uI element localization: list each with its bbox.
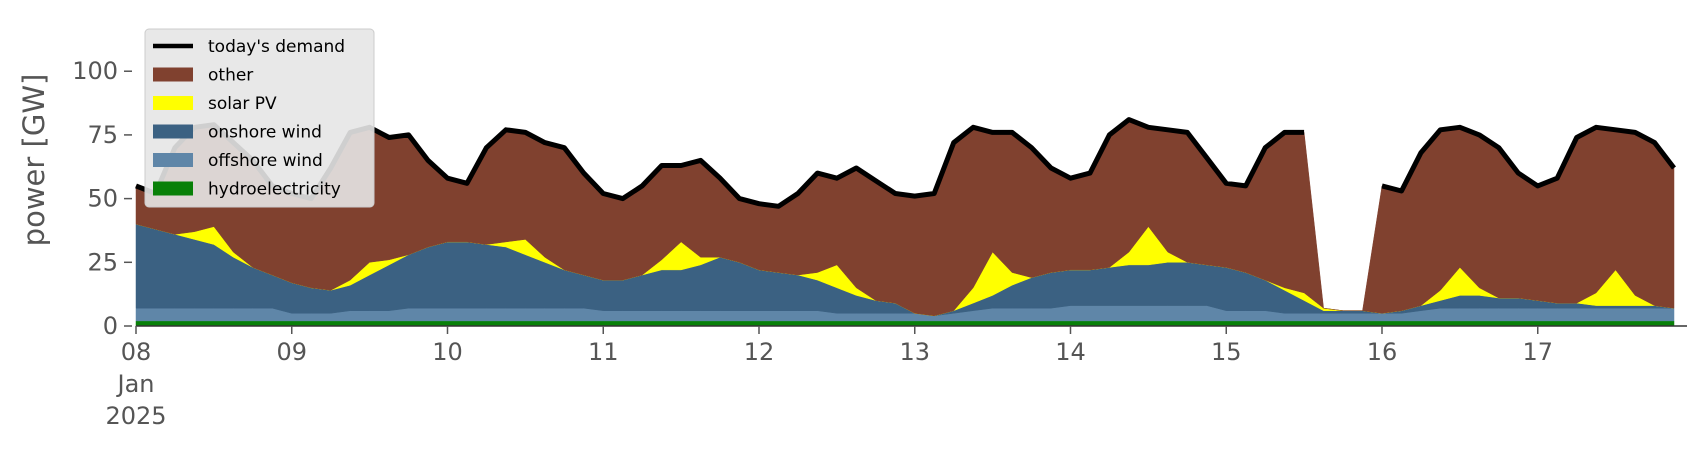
y-axis-label: power [GW] (17, 74, 51, 247)
legend-swatch (153, 153, 193, 167)
legend: today's demand other solar PV onshore wind o… (144, 28, 375, 208)
x-tick-label: 14 (1055, 338, 1086, 366)
legend-label: onshore wind (208, 123, 322, 143)
legend-label: offshore wind (208, 151, 323, 171)
legend-swatch (153, 124, 193, 139)
x-tick-label: 13 (899, 338, 930, 366)
x-tick-label: 09 (276, 338, 307, 366)
y-tick-label: 50 (87, 185, 118, 213)
y-tick-label: 0 (103, 312, 118, 340)
legend-swatch (153, 67, 193, 82)
x-tick-label: 08 Jan 2025 (105, 338, 166, 430)
legend-label: today's demand (208, 37, 345, 57)
legend-swatch (153, 96, 193, 110)
x-tick-label: 12 (744, 338, 775, 366)
x-tick-label: 10 (432, 338, 463, 366)
legend-label: solar PV (208, 94, 277, 114)
y-tick-label: 100 (72, 57, 118, 85)
x-tick-label: 11 (588, 338, 619, 366)
x-tick-label: 17 (1522, 338, 1553, 366)
x-tick-label: 15 (1211, 338, 1242, 366)
legend-swatch (153, 181, 193, 196)
y-tick-label: 75 (87, 121, 118, 149)
x-tick-label: 16 (1367, 338, 1398, 366)
legend-label: other (208, 66, 253, 86)
legend-label: hydroelectricity (208, 180, 341, 200)
y-tick-label: 25 (87, 248, 118, 276)
legend-box (144, 28, 375, 208)
area (135, 320, 1675, 327)
